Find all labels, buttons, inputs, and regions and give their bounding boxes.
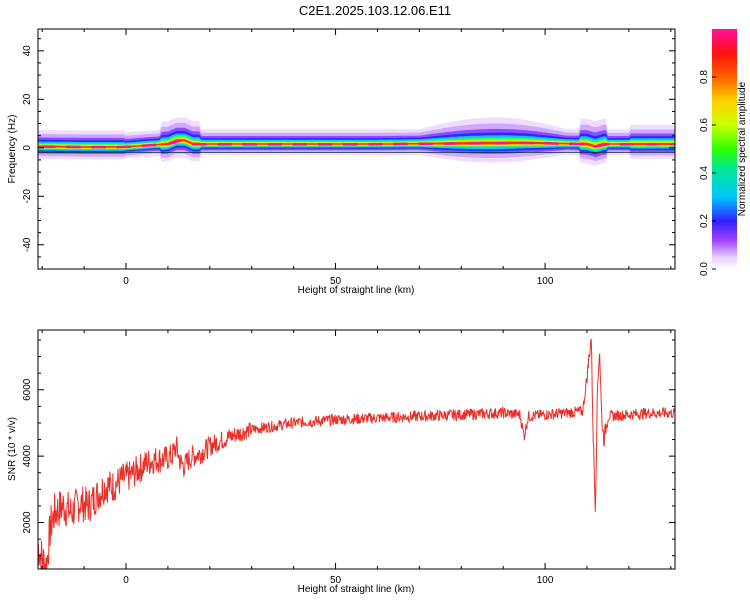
snr-background (38, 330, 675, 569)
snr-y-label: SNR (10 * v/v) (7, 417, 18, 481)
snr-series-line (38, 338, 675, 569)
colorbar-label: Normalized spectral amplitude (737, 81, 748, 216)
spectrogram-x-tick-label: 100 (537, 276, 554, 287)
spectrogram-panel: 0 50 100 40 20 0 -20 -40 Height of straight lin… (7, 28, 676, 296)
spectrogram-x-tick-label: 50 (330, 276, 342, 287)
colorbar-tick-label: 0.8 (699, 70, 710, 84)
spectral-peak-mark (141, 143, 157, 147)
colorbar-tick-label: 0.6 (699, 118, 710, 132)
snr-x-tick-label: 50 (330, 575, 342, 586)
spectrogram-x-tick-label: 0 (123, 276, 129, 287)
snr-y-tick-label: 6000 (22, 378, 33, 401)
spectrogram-y-tick-label: 40 (22, 45, 33, 57)
snr-x-tick-label: 0 (123, 575, 129, 586)
snr-y-tick-label: 4000 (22, 445, 33, 468)
spectral-peak-mark (594, 142, 610, 148)
snr-panel: 0 50 100 2000 4000 6000 Height of straight li… (7, 329, 676, 595)
spectrogram-y-tick-label: -40 (22, 237, 33, 252)
colorbar-tick-label: 0.4 (699, 166, 710, 180)
colorbar-tick-label: 0.2 (699, 214, 710, 228)
colorbar-gradient (712, 29, 737, 269)
spectrogram-y-tick-label: 0 (22, 145, 33, 151)
colorbar-ticks: 0.0 0.2 0.4 0.6 0.8 (699, 70, 716, 276)
snr-x-tick-label: 100 (537, 575, 554, 586)
spectrogram-bands (38, 117, 675, 166)
spectral-peak-mark (166, 139, 182, 146)
figure-title: C2E1.2025.103.12.06.E11 (298, 3, 452, 18)
spectrogram-x-label: Height of straight line (km) (298, 285, 415, 296)
snr-x-label: Height of straight line (km) (298, 584, 415, 595)
spectrogram-y-tick-label: -20 (22, 189, 33, 204)
spectrogram-frame (37, 28, 676, 270)
spectrogram-y-label: Frequency (Hz) (7, 115, 18, 184)
spectrogram-y-tick-label: 20 (22, 93, 33, 105)
colorbar-tick-label: 0.0 (699, 262, 710, 276)
snr-frame (37, 329, 676, 570)
snr-y-tick-label: 2000 (22, 511, 33, 534)
colorbar: 0.0 0.2 0.4 0.6 0.8 Normalized spectral ampl… (699, 29, 748, 276)
